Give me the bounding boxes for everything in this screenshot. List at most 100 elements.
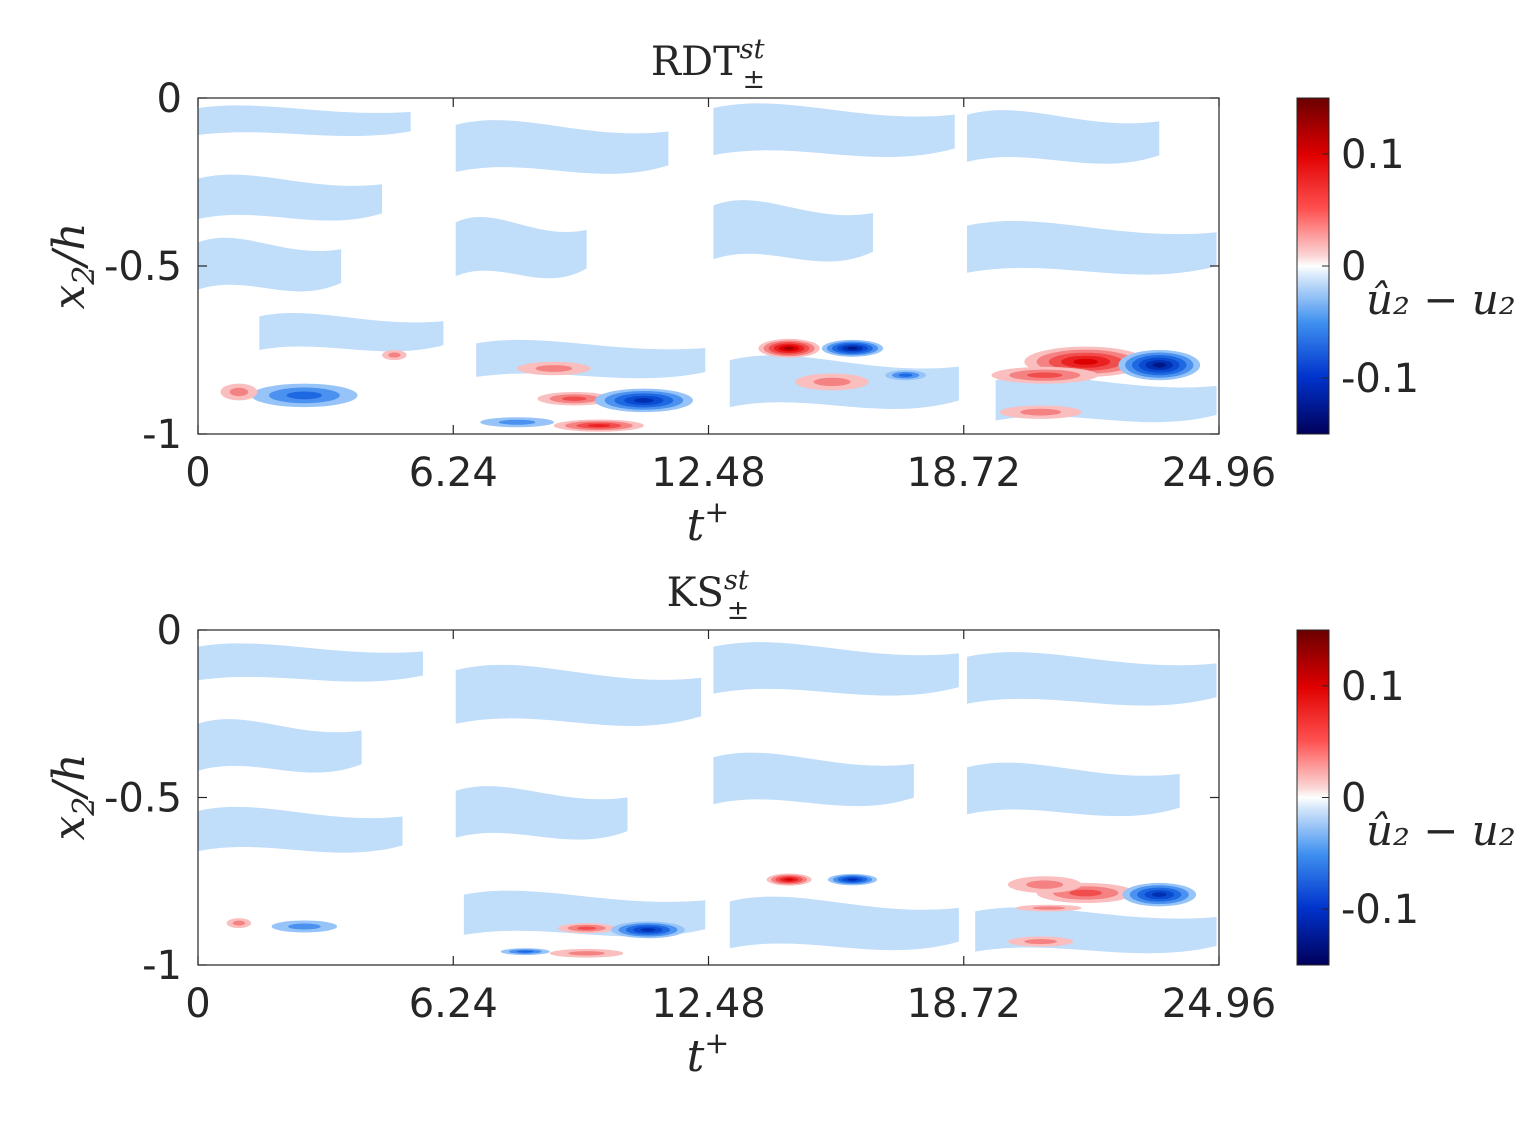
negative-error-blob	[271, 920, 338, 933]
contour-features	[198, 103, 1217, 432]
contour-band	[198, 174, 383, 221]
contour-band	[198, 105, 411, 137]
negative-error-blob	[821, 339, 884, 357]
contour-level	[498, 419, 536, 425]
contour-band	[198, 643, 423, 682]
contour-level	[1020, 408, 1062, 416]
contour-level	[1024, 939, 1058, 945]
heatmap-area	[197, 97, 1221, 435]
contour-level	[388, 352, 401, 358]
contour-level	[1151, 892, 1167, 897]
contour-level	[517, 950, 534, 953]
xlabel-superscript: +	[704, 495, 729, 530]
contour-level	[813, 377, 851, 387]
negative-error-blob	[827, 873, 878, 886]
contour-level	[232, 920, 246, 926]
colorbar-tick-label: 0.1	[1341, 132, 1405, 178]
panel-title: RDTst ±	[651, 34, 765, 95]
contour-level	[1152, 362, 1167, 368]
heatmap-area	[197, 629, 1221, 966]
x-tick-label: 12.48	[651, 981, 766, 1027]
positive-error-blob	[1024, 346, 1148, 377]
ylabel-main: x	[44, 285, 95, 310]
y-axis-label: x2/h	[44, 222, 102, 309]
panel-ks: KSst ± 0 6.24 12.48 18.72 24.96 0 -0.5 -1 t+ x2…	[44, 565, 1515, 1082]
negative-error-blob	[500, 948, 550, 955]
contour-level	[229, 387, 249, 397]
contour-level	[287, 923, 321, 930]
title-main: KS	[667, 570, 724, 616]
contour-band	[967, 652, 1217, 706]
contour-level	[568, 951, 606, 956]
title-main: RDT	[651, 39, 740, 85]
ylabel-subscript: 2	[67, 266, 102, 286]
contour-level	[898, 373, 913, 377]
y-tick-label: -1	[142, 412, 182, 458]
colorbar-ticks: 0.1 0 -0.1	[1322, 664, 1419, 933]
colorbar-label: û₂ − u₂	[1366, 275, 1515, 324]
ylabel-suffix: /h	[44, 753, 95, 800]
x-tick-label: 0	[185, 981, 210, 1027]
contour-band	[455, 216, 587, 279]
negative-error-blob	[480, 417, 554, 428]
positive-error-blob	[220, 383, 258, 401]
y-tick-label: 0	[157, 76, 182, 122]
panel-title: KSst ±	[667, 565, 750, 626]
y-tick-label: 0	[157, 608, 182, 654]
positive-error-blob	[1007, 936, 1074, 947]
title-subscript: ±	[742, 64, 765, 95]
negative-error-blob	[611, 921, 685, 939]
x-axis-label: t+	[687, 1026, 730, 1082]
contour-band	[967, 220, 1217, 275]
positive-error-blob	[517, 361, 591, 376]
x-axis: 0 6.24 12.48 18.72 24.96	[185, 98, 1276, 496]
positive-error-blob	[382, 350, 407, 361]
negative-error-blob	[1118, 350, 1201, 381]
title-superscript: st	[724, 565, 749, 596]
contour-level	[535, 365, 573, 372]
colorbar-tick-label: -0.1	[1341, 887, 1419, 933]
title-superscript: st	[740, 34, 765, 65]
contour-level	[1027, 372, 1063, 379]
contour-level	[286, 391, 323, 400]
contour-level	[1073, 358, 1098, 365]
contour-level	[783, 346, 795, 350]
contour-band	[198, 237, 342, 292]
contour-level	[587, 424, 611, 428]
ylabel-suffix: /h	[44, 222, 95, 269]
contour-band	[967, 762, 1180, 817]
contour-band	[455, 664, 702, 726]
colorbar-tick-label: 0	[1341, 244, 1366, 290]
x-tick-label: 0	[185, 450, 210, 496]
x-tick-label: 24.96	[1162, 981, 1277, 1027]
positive-error-blob	[991, 366, 1098, 384]
contour-band	[713, 103, 955, 158]
negative-error-blob	[885, 370, 927, 381]
positive-error-blob	[758, 338, 820, 358]
colorbar-ticks: 0.1 0 -0.1	[1322, 132, 1419, 402]
contour-band	[198, 806, 403, 853]
xlabel-main: t	[687, 1031, 705, 1082]
xlabel-superscript: +	[704, 1026, 729, 1061]
contour-features	[198, 642, 1217, 958]
negative-error-blob	[251, 383, 358, 408]
contour-level	[1069, 889, 1103, 897]
colorbar-tick-label: 0.1	[1341, 664, 1405, 710]
positive-error-blob	[1007, 876, 1082, 893]
negative-error-blob	[594, 388, 693, 413]
title-subscript: ±	[727, 595, 750, 626]
x-axis: 0 6.24 12.48 18.72 24.96	[185, 630, 1276, 1027]
x-tick-label: 6.24	[409, 450, 498, 496]
contour-band	[713, 642, 959, 696]
y-tick-label: -0.5	[104, 244, 182, 290]
x-tick-label: 12.48	[651, 450, 766, 496]
positive-error-blob	[999, 405, 1082, 419]
ylabel-main: x	[44, 816, 95, 841]
y-axis: 0 -0.5 -1	[104, 76, 1219, 458]
colorbar: 0.1 0 -0.1 û₂ − u₂	[1296, 97, 1515, 435]
contour-level	[784, 878, 794, 881]
contour-band	[713, 200, 873, 262]
y-tick-label: -0.5	[104, 776, 182, 822]
contour-level	[847, 878, 858, 881]
